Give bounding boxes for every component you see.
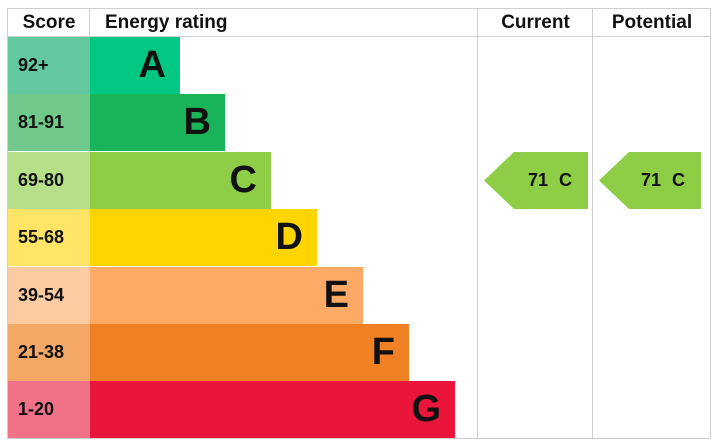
current-rating-label: 71 C — [527, 169, 572, 190]
header-energy-rating: Energy rating — [105, 12, 228, 33]
header-potential: Potential — [611, 12, 693, 33]
score-range-d: 55-68 — [8, 209, 90, 267]
header-current: Current — [501, 12, 570, 33]
rating-bar-g: G — [90, 381, 455, 439]
score-range-b: 81-91 — [8, 94, 90, 152]
arrow-shape — [599, 151, 701, 209]
arrow-shape — [484, 151, 588, 209]
score-range-c: 69-80 — [8, 151, 90, 209]
score-range-f: 21-38 — [8, 324, 90, 381]
divider — [477, 8, 478, 439]
rating-bar-f: F — [90, 324, 409, 381]
rating-bar-d: D — [90, 209, 317, 267]
score-range-e: 39-54 — [8, 266, 90, 324]
rating-bar-c: C — [90, 151, 271, 209]
rating-bar-b: B — [90, 94, 225, 152]
potential-rating-label: 71 C — [640, 169, 685, 190]
rating-bar-e: E — [90, 266, 363, 324]
header-score: Score — [22, 12, 76, 33]
current-rating-arrow: 71 C — [484, 151, 588, 209]
epc-chart-frame — [7, 8, 711, 439]
divider — [7, 36, 711, 37]
score-range-g: 1-20 — [8, 381, 90, 439]
score-range-a: 92+ — [8, 37, 90, 94]
divider — [592, 8, 593, 439]
rating-bar-a: A — [90, 37, 180, 94]
potential-rating-arrow: 71 C — [599, 151, 701, 209]
